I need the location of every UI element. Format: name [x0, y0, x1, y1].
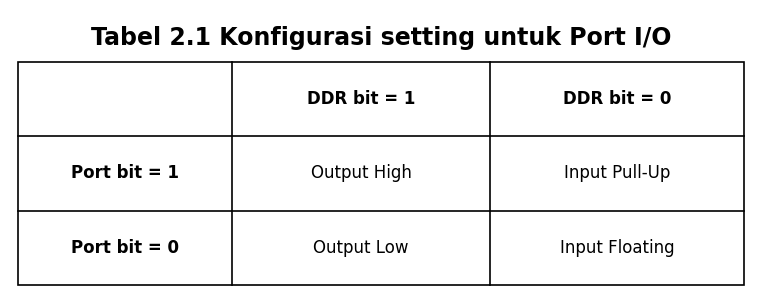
Text: Port bit = 1: Port bit = 1: [71, 165, 179, 183]
Text: Input Pull-Up: Input Pull-Up: [564, 165, 670, 183]
Text: DDR bit = 0: DDR bit = 0: [563, 90, 671, 108]
Bar: [18, 62, 744, 285]
Text: Output High: Output High: [311, 165, 411, 183]
Text: Tabel 2.1 Konfigurasi setting untuk Port I/O: Tabel 2.1 Konfigurasi setting untuk Port…: [91, 26, 671, 50]
Text: Port bit = 0: Port bit = 0: [71, 239, 179, 257]
Text: DDR bit = 1: DDR bit = 1: [307, 90, 415, 108]
Text: Input Floating: Input Floating: [559, 239, 674, 257]
Text: Output Low: Output Low: [313, 239, 408, 257]
